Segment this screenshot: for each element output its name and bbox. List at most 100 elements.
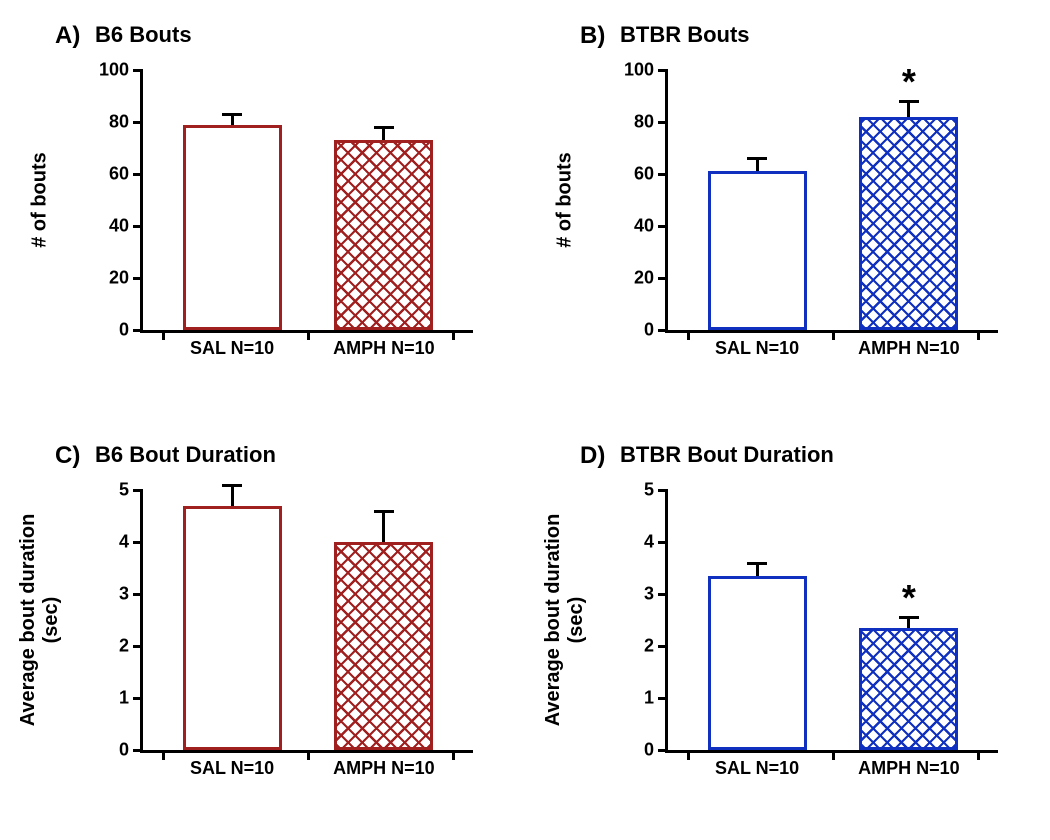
bar-A-0	[183, 125, 282, 330]
plot-area-B: 020406080100SAL N=10AMPH N=10*	[665, 70, 998, 333]
x-tick	[162, 330, 165, 340]
y-tick-label: 3	[119, 584, 129, 605]
y-tick-label: 60	[109, 164, 129, 185]
y-tick	[658, 697, 668, 700]
y-tick-label: 20	[634, 268, 654, 289]
error-bar	[382, 511, 385, 542]
panel-title-B: BTBR Bouts	[620, 22, 750, 48]
y-tick	[658, 541, 668, 544]
y-tick	[658, 593, 668, 596]
y-tick	[133, 749, 143, 752]
x-category-label: SAL N=10	[715, 758, 799, 779]
plot-area-C: 012345SAL N=10AMPH N=10	[140, 490, 473, 753]
x-tick	[307, 330, 310, 340]
y-tick	[133, 329, 143, 332]
x-tick	[452, 750, 455, 760]
y-axis-label-A: # of bouts	[29, 152, 52, 248]
y-tick	[133, 697, 143, 700]
y-tick	[658, 277, 668, 280]
x-category-label: AMPH N=10	[858, 758, 960, 779]
panel-title-A: B6 Bouts	[95, 22, 192, 48]
y-tick	[133, 69, 143, 72]
error-cap	[222, 484, 242, 487]
y-tick-label: 40	[634, 216, 654, 237]
y-tick	[658, 121, 668, 124]
y-tick	[133, 593, 143, 596]
y-tick	[133, 277, 143, 280]
y-tick-label: 5	[119, 480, 129, 501]
x-category-label: AMPH N=10	[858, 338, 960, 359]
y-tick-label: 2	[119, 636, 129, 657]
y-tick	[133, 645, 143, 648]
x-tick	[832, 330, 835, 340]
significance-marker: *	[902, 61, 916, 103]
error-cap	[374, 126, 394, 129]
bar-C-0	[183, 506, 282, 750]
x-tick	[977, 330, 980, 340]
x-category-label: SAL N=10	[190, 758, 274, 779]
y-tick-label: 80	[109, 112, 129, 133]
y-tick-label: 0	[644, 740, 654, 761]
error-cap	[222, 113, 242, 116]
y-axis-label-B: # of bouts	[554, 152, 577, 248]
x-category-label: SAL N=10	[715, 338, 799, 359]
significance-marker: *	[902, 577, 916, 619]
panel-letter-B: B)	[580, 22, 605, 50]
x-category-label: SAL N=10	[190, 338, 274, 359]
error-bar	[231, 485, 234, 506]
y-tick	[133, 121, 143, 124]
bar-D-1	[859, 628, 958, 750]
x-tick	[452, 330, 455, 340]
x-tick	[687, 750, 690, 760]
y-tick	[658, 225, 668, 228]
y-tick	[133, 173, 143, 176]
panel-letter-D: D)	[580, 442, 605, 470]
y-tick-label: 1	[644, 688, 654, 709]
error-cap	[747, 562, 767, 565]
figure-root: A)B6 Bouts# of bouts020406080100SAL N=10…	[0, 0, 1050, 840]
y-tick-label: 0	[644, 320, 654, 341]
panel-title-D: BTBR Bout Duration	[620, 442, 834, 468]
y-tick-label: 0	[119, 740, 129, 761]
y-tick-label: 100	[624, 60, 654, 81]
x-category-label: AMPH N=10	[333, 758, 435, 779]
y-tick	[658, 749, 668, 752]
y-tick-label: 3	[644, 584, 654, 605]
y-tick-label: 20	[109, 268, 129, 289]
y-tick-label: 1	[119, 688, 129, 709]
y-tick-label: 5	[644, 480, 654, 501]
plot-area-A: 020406080100SAL N=10AMPH N=10	[140, 70, 473, 333]
plot-area-D: 012345SAL N=10AMPH N=10*	[665, 490, 998, 753]
y-tick-label: 4	[119, 532, 129, 553]
y-axis-label-D: Average bout duration(sec)	[542, 514, 588, 727]
y-tick-label: 0	[119, 320, 129, 341]
y-tick-label: 40	[109, 216, 129, 237]
x-tick	[687, 330, 690, 340]
y-tick	[658, 329, 668, 332]
error-cap	[374, 510, 394, 513]
y-tick	[133, 489, 143, 492]
y-tick	[133, 541, 143, 544]
x-tick	[162, 750, 165, 760]
bar-B-0	[708, 171, 807, 330]
panel-letter-A: A)	[55, 22, 80, 50]
bar-A-1	[334, 140, 433, 330]
x-tick	[977, 750, 980, 760]
y-tick-label: 100	[99, 60, 129, 81]
y-tick-label: 80	[634, 112, 654, 133]
y-tick	[658, 489, 668, 492]
y-tick	[133, 225, 143, 228]
error-bar	[907, 101, 910, 117]
y-tick	[658, 645, 668, 648]
panel-title-C: B6 Bout Duration	[95, 442, 276, 468]
bar-D-0	[708, 576, 807, 750]
y-tick-label: 2	[644, 636, 654, 657]
y-tick	[658, 69, 668, 72]
error-cap	[747, 157, 767, 160]
x-tick	[307, 750, 310, 760]
y-tick	[658, 173, 668, 176]
y-tick-label: 4	[644, 532, 654, 553]
y-axis-label-C: Average bout duration(sec)	[17, 514, 63, 727]
bar-C-1	[334, 542, 433, 750]
panel-letter-C: C)	[55, 442, 80, 470]
